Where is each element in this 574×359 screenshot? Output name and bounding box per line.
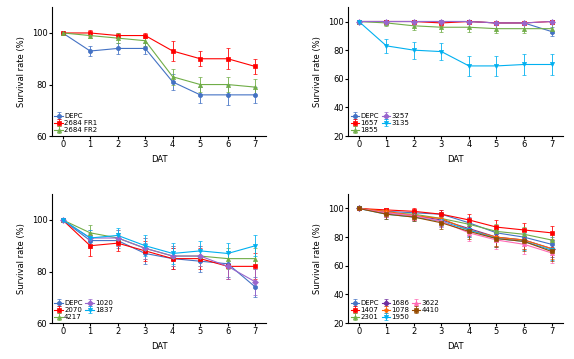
X-axis label: DAT: DAT <box>151 342 167 351</box>
Legend: DEPC, 2684 FR1, 2684 FR2: DEPC, 2684 FR1, 2684 FR2 <box>53 112 99 135</box>
Y-axis label: Survival rate (%): Survival rate (%) <box>313 36 323 107</box>
Y-axis label: Survival rate (%): Survival rate (%) <box>313 223 323 294</box>
Legend: DEPC, 1657, 1855, 3257, 3135: DEPC, 1657, 1855, 3257, 3135 <box>349 112 410 135</box>
Legend: DEPC, 2070, 4217, 1020, 1837: DEPC, 2070, 4217, 1020, 1837 <box>53 299 115 322</box>
X-axis label: DAT: DAT <box>151 155 167 164</box>
Y-axis label: Survival rate (%): Survival rate (%) <box>17 223 26 294</box>
X-axis label: DAT: DAT <box>447 155 463 164</box>
X-axis label: DAT: DAT <box>447 342 463 351</box>
Y-axis label: Survival rate (%): Survival rate (%) <box>17 36 26 107</box>
Legend: DEPC, 1407, 2301, 1686, 1078, 1950, 3622, 4410: DEPC, 1407, 2301, 1686, 1078, 1950, 3622… <box>349 299 441 322</box>
